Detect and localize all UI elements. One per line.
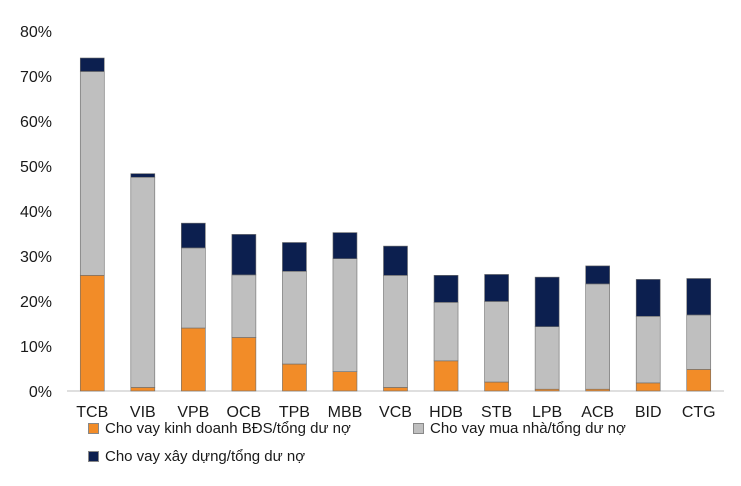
y-tick-label: 80% [20, 24, 52, 41]
bar-segment-vcb-2 [383, 245, 408, 276]
bar-segment-vib-1 [130, 176, 156, 388]
bar-segment-vpb-0 [181, 327, 206, 392]
bar-segment-vcb-0 [383, 387, 408, 392]
bar-segment-tcb-2 [79, 57, 105, 72]
y-tick-label: 30% [20, 249, 52, 266]
legend-item-xay-dung: Cho vay xây dựng/tổng dư nợ [88, 448, 305, 465]
x-tick-label: ACB [581, 404, 614, 421]
y-tick-label: 40% [20, 204, 52, 221]
bar-segment-ctg-1 [686, 314, 712, 370]
bar-segment-acb-1 [585, 283, 610, 390]
bar-segment-hdb-2 [433, 275, 459, 303]
bar-segment-tcb-1 [79, 71, 105, 276]
legend-label-xay-dung: Cho vay xây dựng/tổng dư nợ [105, 448, 306, 465]
y-tick-label: 0% [29, 384, 52, 401]
legend-label-mua-nha: Cho vay mua nhà/tổng dư nợ [430, 420, 626, 437]
bar-segment-acb-2 [585, 265, 610, 285]
x-tick-label: BID [635, 404, 662, 421]
x-tick-label: OCB [227, 404, 262, 421]
bar-segment-mbb-0 [332, 371, 358, 392]
bar-segment-hdb-0 [433, 360, 459, 392]
y-tick-label: 60% [20, 114, 52, 131]
y-tick-label: 70% [20, 69, 52, 86]
bar-segment-mbb-2 [332, 232, 358, 260]
x-tick-label: CTG [682, 404, 716, 421]
x-tick-label: TPB [279, 404, 310, 421]
y-tick-label: 20% [20, 294, 52, 311]
bar-segment-vib-2 [130, 173, 156, 178]
x-tick-label: STB [481, 404, 512, 421]
bar-segment-tpb-0 [282, 363, 307, 392]
bar-segment-lpb-1 [534, 326, 560, 390]
bar-segment-vpb-2 [181, 222, 206, 249]
x-tick-label: VPB [177, 404, 209, 421]
bar-segment-stb-1 [484, 301, 509, 383]
bar-segment-vib-0 [130, 387, 156, 392]
legend-swatch-xay-dung [88, 451, 99, 462]
legend-label-bds: Cho vay kinh doanh BĐS/tổng dư nợ [105, 420, 351, 437]
legend-item-mua-nha: Cho vay mua nhà/tổng dư nợ [413, 420, 626, 437]
bar-segment-tpb-1 [282, 270, 307, 365]
x-tick-label: MBB [328, 404, 363, 421]
bar-segment-vpb-1 [181, 247, 206, 329]
y-tick-label: 50% [20, 159, 52, 176]
bar-segment-ocb-0 [231, 337, 257, 392]
bar-segment-tpb-2 [282, 242, 307, 272]
x-tick-label: TCB [76, 404, 108, 421]
bar-segment-bid-1 [635, 315, 661, 384]
x-tick-label: HDB [429, 404, 463, 421]
x-tick-label: LPB [532, 404, 562, 421]
bar-segment-tcb-0 [79, 275, 105, 392]
legend-swatch-mua-nha [413, 423, 424, 434]
bar-segment-lpb-2 [534, 276, 560, 327]
bar-segment-vcb-1 [383, 275, 408, 388]
bar-segment-ctg-0 [686, 369, 712, 392]
x-tick-label: VCB [379, 404, 412, 421]
bar-segment-ocb-2 [231, 234, 257, 276]
bar-segment-mbb-1 [332, 258, 358, 372]
bar-segment-stb-0 [484, 381, 509, 392]
x-tick-label: VIB [130, 404, 156, 421]
bar-segment-hdb-1 [433, 302, 459, 362]
bar-segment-bid-0 [635, 382, 661, 392]
y-tick-label: 10% [20, 339, 52, 356]
bar-segment-stb-2 [484, 274, 509, 302]
bar-segment-ocb-1 [231, 274, 257, 338]
legend-item-bds: Cho vay kinh doanh BĐS/tổng dư nợ [88, 420, 351, 437]
bar-segment-ctg-2 [686, 278, 712, 316]
bar-segment-bid-2 [635, 279, 661, 317]
legend-swatch-bds [88, 423, 99, 434]
